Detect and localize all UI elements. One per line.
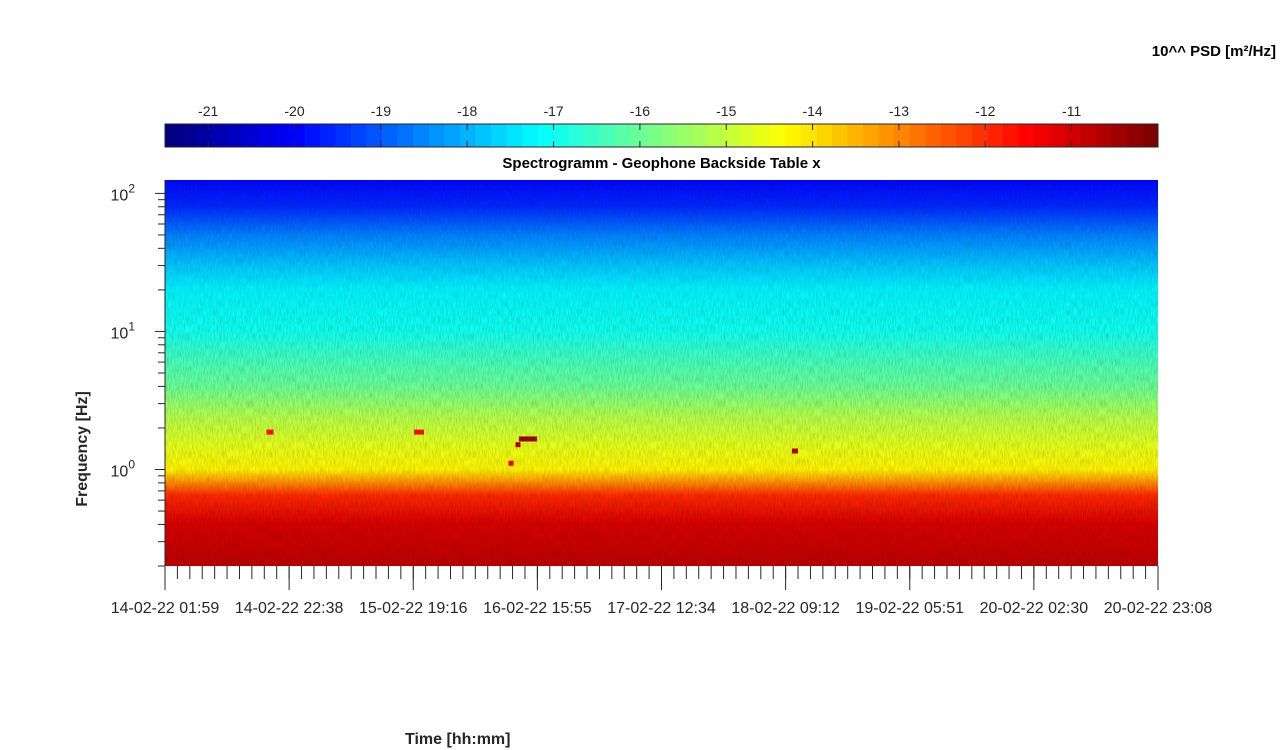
- x-tick-label: 20-02-22 02:30: [980, 600, 1089, 617]
- axes: 100 101 102 14-02-22 01:59 14-02-22 22:38 15…: [111, 180, 1213, 617]
- x-tick-label: 20-02-22 23:08: [1104, 600, 1213, 617]
- colorbar: -21 -20 -19 -18 -17 -16 -15 -14 -13 -12 -11: [164, 103, 1159, 148]
- colorbar-tick-label: -11: [1062, 103, 1081, 119]
- colorbar-tick-label: -13: [889, 103, 909, 119]
- colorbar-tick-label: -19: [371, 103, 391, 119]
- colorbar-tick-label: -21: [198, 103, 218, 119]
- spectrogram-events: [266, 429, 798, 466]
- x-tick-label: 16-02-22 15:55: [483, 600, 592, 617]
- chart-title: Spectrogramm - Geophone Backside Table x: [502, 155, 821, 172]
- spectrogram-event: [508, 460, 514, 466]
- colorbar-tick-label: -17: [543, 103, 563, 119]
- colorbar-tick-label: -18: [457, 103, 477, 119]
- colorbar-tick-label: -12: [975, 103, 995, 119]
- x-tick-label: 18-02-22 09:12: [731, 600, 840, 617]
- y-ticks: 100 101 102: [111, 181, 165, 567]
- spectrogram-event: [515, 442, 521, 448]
- y-axis-label: Frequency [Hz]: [74, 391, 91, 507]
- x-tick-label: 14-02-22 01:59: [111, 600, 220, 617]
- y-tick-label: 100: [111, 458, 136, 481]
- colorbar-tick-label: -15: [716, 103, 736, 119]
- colorbar-unit-label: 10^^ PSD [m²/Hz]: [1151, 43, 1276, 60]
- x-tick-label: 15-02-22 19:16: [359, 600, 468, 617]
- spectrogram: [165, 180, 1158, 566]
- x-tick-label: 19-02-22 05:51: [855, 600, 964, 617]
- x-ticks: 14-02-22 01:59 14-02-22 22:38 15-02-22 19:…: [111, 566, 1213, 617]
- spectrogram-event: [792, 448, 798, 454]
- colorbar-ticks: -21 -20 -19 -18 -17 -16 -15 -14 -13 -12 -11: [198, 103, 1081, 147]
- colorbar-tick-label: -14: [802, 103, 822, 119]
- spectrogram-event: [266, 429, 274, 435]
- colorbar-gradient: [164, 123, 1159, 148]
- colorbar-tick-label: -20: [284, 103, 304, 119]
- colorbar-tick-label: -16: [630, 103, 650, 119]
- spectrogram-noise: [165, 180, 1158, 566]
- x-tick-label: 17-02-22 12:34: [607, 600, 716, 617]
- spectrogram-event: [414, 429, 424, 435]
- x-tick-label: 14-02-22 22:38: [235, 600, 344, 617]
- spectrogram-event: [519, 436, 537, 442]
- y-tick-label: 102: [111, 181, 136, 204]
- y-tick-label: 101: [111, 319, 136, 342]
- x-axis-label: Time [hh:mm]: [405, 731, 511, 748]
